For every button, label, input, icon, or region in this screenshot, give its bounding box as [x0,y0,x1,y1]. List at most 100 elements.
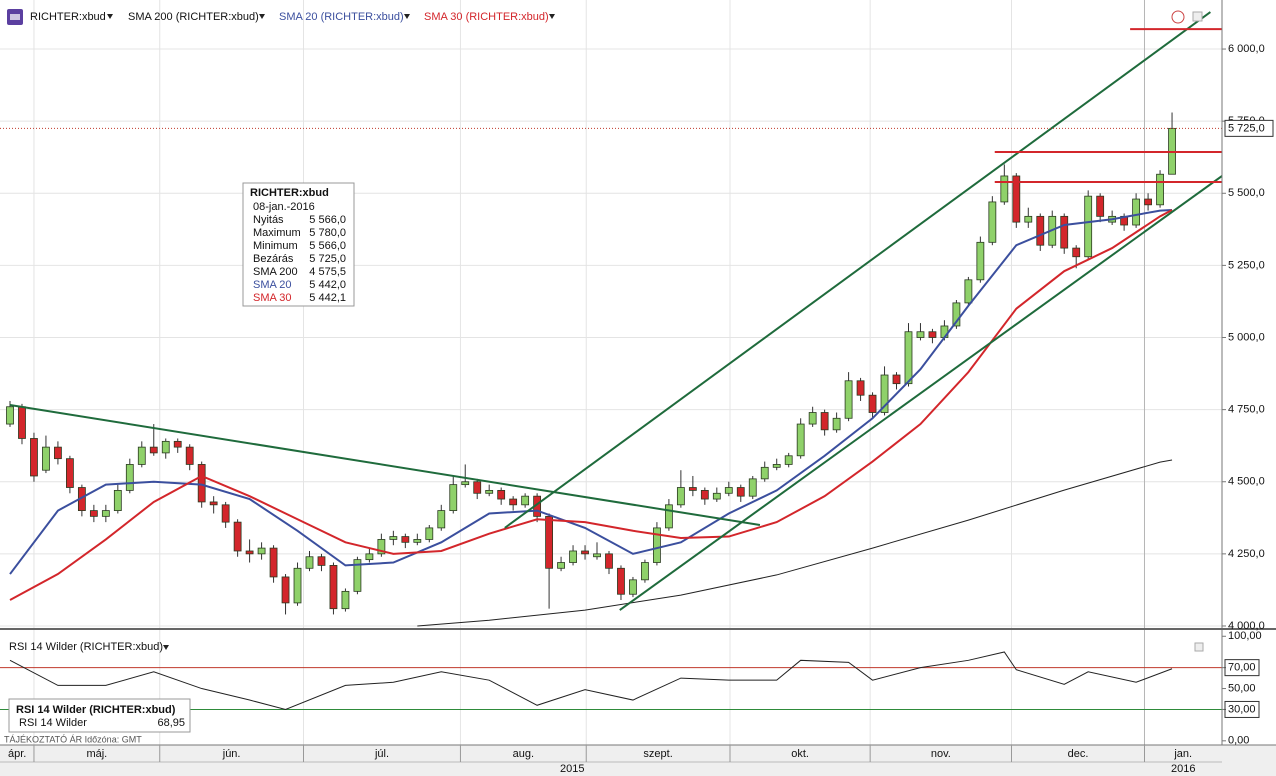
candle-body [173,440,182,448]
rsi-header: RSI 14 Wilder (RICHTER:xbud) RSI 14 Wild… [4,641,1204,744]
candle-body [653,527,661,563]
candle-body [54,446,62,460]
rsi-readout-frame [8,698,191,733]
level-box [1224,700,1260,718]
y-tick-label: 100,00 [1228,630,1262,642]
candle-body [353,559,362,592]
labels: 4 000,0 4 250,0 4 500,0 4 750,0 5 000,0 5 250… [8,43,1274,775]
y-tick-label: 5 500,0 [1228,187,1265,199]
last-price-box [1224,119,1274,137]
info-box: RICHTER:xbud 08-jan.-2016 Nyitás 5 566,0 M… [242,182,355,307]
candle-body [42,446,50,471]
legend-instrument[interactable]: RICHTER:xbud [30,11,106,23]
info-value: 5 566,0 [309,214,346,226]
candle-body [724,487,733,494]
rsi-readout-value: 68,95 [157,717,185,729]
panel-icon[interactable] [1194,642,1204,652]
x-tick-label: aug. [513,748,534,760]
candle-body [808,412,817,425]
candle-body [365,553,374,561]
candle-body [305,556,314,569]
candle-body [149,446,158,454]
info-value: 5 566,0 [309,240,346,252]
x-tick-label: nov. [931,748,951,760]
y-tick-label: 5 250,0 [1228,259,1265,271]
candle-body [904,331,913,385]
clock-icon[interactable] [1171,10,1185,24]
last-price-label: 5 725,0 [1228,122,1265,134]
candle-body [1132,198,1141,226]
candle-body [18,406,26,439]
candle-body [185,446,194,465]
candle-body [473,481,482,494]
dropdown-arrow[interactable] [549,14,555,19]
info-value: 4 575,5 [309,266,346,278]
x-tick-label: szept. [643,748,672,760]
instrument-icon-mark [10,14,20,20]
candle-body [89,510,98,517]
candle-body [221,504,230,523]
candle-body [1144,198,1152,206]
legend-sma30[interactable]: SMA 30 (RICHTER:xbud) [424,11,549,23]
info-label: Maximum [253,227,301,239]
candle-body [389,536,398,540]
rsi-title[interactable]: RSI 14 Wilder (RICHTER:xbud) [9,641,163,653]
candle-body [916,331,925,338]
window-icon[interactable] [1192,11,1203,22]
y-tick-label: 6 000,0 [1228,43,1265,55]
candle-body [485,489,494,494]
candle-body [700,489,709,500]
y-tick-label: 50,00 [1228,682,1256,694]
candle-body [856,380,865,396]
info-value: 5 725,0 [309,253,346,265]
info-value: 5 780,0 [309,227,346,239]
rsi-readout-title: RSI 14 Wilder (RICHTER:xbud) [16,704,176,716]
candle-body [545,515,553,569]
candle-body [269,547,278,578]
candle-body [497,489,506,500]
candle-body [113,489,122,511]
candle-body [30,438,38,477]
candle-body [197,464,206,503]
dropdown-arrow[interactable] [163,645,169,650]
info-label: Bezárás [253,253,294,265]
candle-body [1084,195,1093,258]
candle-body [988,201,997,243]
y-tick-label: 4 750,0 [1228,404,1265,416]
footer-note: TÁJÉKOZTATÓ ÁR Időzóna: GMT [4,734,142,744]
dropdown-arrow[interactable] [259,14,265,19]
candle-body [161,440,170,454]
price-panel [0,11,1222,627]
candle-body [820,412,829,431]
trendline [504,11,1211,529]
legend-sma200[interactable]: SMA 200 (RICHTER:xbud) [128,11,259,23]
x-tick-label: jún. [222,748,241,760]
rsi-line [9,651,1173,710]
x-tick-label: máj. [86,748,107,760]
candle-body [509,498,518,506]
sma-line [9,209,1173,575]
dropdown-arrow[interactable] [404,14,410,19]
candle-body [868,394,877,413]
grid [0,0,1222,776]
legend-sma20[interactable]: SMA 20 (RICHTER:xbud) [279,11,404,23]
candle-body [233,521,242,552]
candle-body [329,565,338,610]
info-date: 08-jan.-2016 [253,201,315,213]
dropdown-arrow[interactable] [107,14,113,19]
info-label: SMA 20 [253,279,292,291]
candle-body [880,374,889,413]
candle-body [952,302,961,327]
y-tick-label: 70,00 [1228,662,1256,674]
candle-body [1156,173,1164,206]
candle-body [784,455,793,465]
year-label: 2015 [560,763,584,775]
info-label: SMA 30 [253,292,292,304]
candle-body [676,487,685,506]
candle-body [1012,175,1021,223]
candle-body [449,484,458,511]
candle-body [521,495,530,506]
x-tick-label: dec. [1068,748,1089,760]
info-label: Minimum [253,240,298,252]
